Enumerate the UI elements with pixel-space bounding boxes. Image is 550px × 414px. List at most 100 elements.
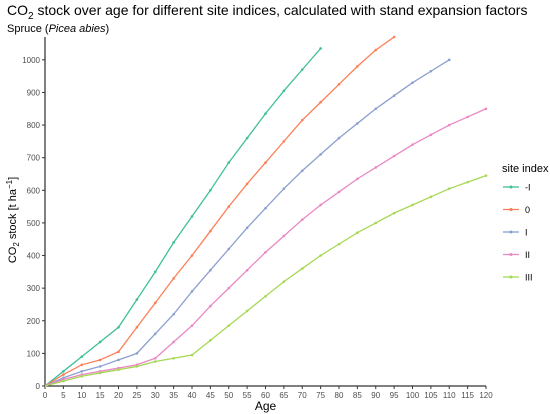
x-tick-label: 110 — [443, 391, 456, 400]
data-point — [153, 360, 157, 363]
data-point — [190, 215, 194, 218]
y-tick-label: 400 — [27, 252, 41, 261]
data-point — [209, 268, 212, 272]
data-point — [209, 304, 212, 308]
x-tick-label: 10 — [77, 391, 86, 400]
legend-title: site index — [502, 163, 549, 175]
data-point — [153, 270, 157, 274]
data-point — [190, 254, 194, 257]
series-II — [45, 107, 488, 388]
x-tick-label: 35 — [169, 391, 178, 400]
data-point — [153, 356, 157, 360]
legend-key-point — [509, 253, 513, 256]
data-point — [98, 365, 102, 368]
y-tick-label: 800 — [27, 121, 41, 130]
data-point — [374, 48, 378, 52]
x-tick-label: 105 — [424, 391, 438, 400]
ylabel-a: CO — [7, 246, 19, 263]
data-point — [300, 118, 304, 122]
data-point — [356, 122, 359, 125]
data-point — [62, 379, 65, 383]
legend-label: II — [525, 250, 530, 260]
data-point — [356, 177, 359, 181]
data-point — [209, 188, 212, 192]
data-point — [190, 353, 194, 357]
data-point — [319, 203, 322, 207]
title-sub: 2 — [28, 11, 34, 22]
y-axis-label: CO2 stock [t ha−1] — [5, 177, 21, 263]
data-point — [337, 242, 341, 246]
data-point — [135, 298, 139, 301]
y-tick-label: 900 — [27, 88, 41, 97]
data-point — [172, 241, 175, 244]
legend-key-point — [509, 208, 513, 211]
series-line — [45, 108, 487, 387]
data-point — [392, 94, 396, 98]
data-point — [356, 65, 359, 68]
x-tick-label: 50 — [224, 391, 233, 400]
x-tick-label: 0 — [43, 391, 48, 400]
data-point — [337, 136, 341, 140]
x-tick-label: 25 — [132, 391, 141, 400]
data-point — [209, 229, 212, 233]
x-tick-label: 70 — [298, 391, 307, 400]
data-point — [484, 174, 488, 177]
ylabel-sub: 2 — [12, 242, 21, 247]
data-point — [135, 365, 139, 368]
x-axis-label: Age — [255, 399, 277, 413]
y-tick-label: 0 — [36, 382, 41, 391]
data-point — [264, 206, 267, 210]
data-point — [98, 340, 102, 344]
data-point — [282, 234, 286, 238]
data-point — [374, 107, 378, 111]
data-point — [245, 309, 249, 313]
data-point — [429, 133, 433, 137]
title-co: CO — [7, 2, 28, 18]
data-point — [356, 231, 359, 235]
y-tick-label: 600 — [27, 186, 41, 195]
y-tick-label: 1000 — [22, 56, 40, 65]
data-point — [319, 47, 322, 50]
data-point — [282, 280, 286, 283]
data-point — [337, 82, 341, 86]
data-point — [429, 195, 433, 199]
chart-title: CO2 stock over age for different site in… — [7, 2, 527, 22]
data-point — [227, 324, 231, 327]
data-point — [172, 312, 175, 316]
x-tick-label: 90 — [371, 391, 380, 400]
data-point — [98, 371, 102, 375]
y-tick-label: 100 — [27, 349, 41, 358]
data-point — [227, 286, 231, 290]
legend-label: -I — [525, 183, 531, 193]
x-tick-label: 20 — [114, 391, 123, 400]
series-line — [45, 47, 322, 387]
data-point — [484, 107, 488, 111]
data-point — [429, 69, 433, 73]
x-tick-label: 15 — [96, 391, 105, 400]
data-point — [62, 370, 65, 373]
data-point — [190, 290, 194, 293]
ylabel-b: stock [t ha — [7, 188, 19, 242]
data-point — [282, 140, 286, 143]
data-point — [411, 81, 414, 84]
series--I — [45, 47, 322, 388]
legend-key-point — [509, 275, 513, 279]
data-point — [209, 339, 212, 342]
x-tick-label: 60 — [261, 391, 270, 400]
data-point — [62, 373, 65, 376]
data-point — [392, 211, 396, 215]
title-rest: stock over age for different site indice… — [34, 2, 528, 18]
data-point — [466, 115, 469, 119]
legend-item-I: I — [503, 228, 528, 238]
data-point — [172, 340, 175, 344]
data-point — [227, 247, 231, 251]
data-point — [45, 384, 47, 388]
data-point — [447, 187, 451, 190]
data-point — [337, 190, 341, 194]
data-point — [282, 187, 286, 190]
x-tick-label: 80 — [335, 391, 344, 400]
data-point — [227, 205, 231, 208]
data-point — [245, 182, 249, 186]
